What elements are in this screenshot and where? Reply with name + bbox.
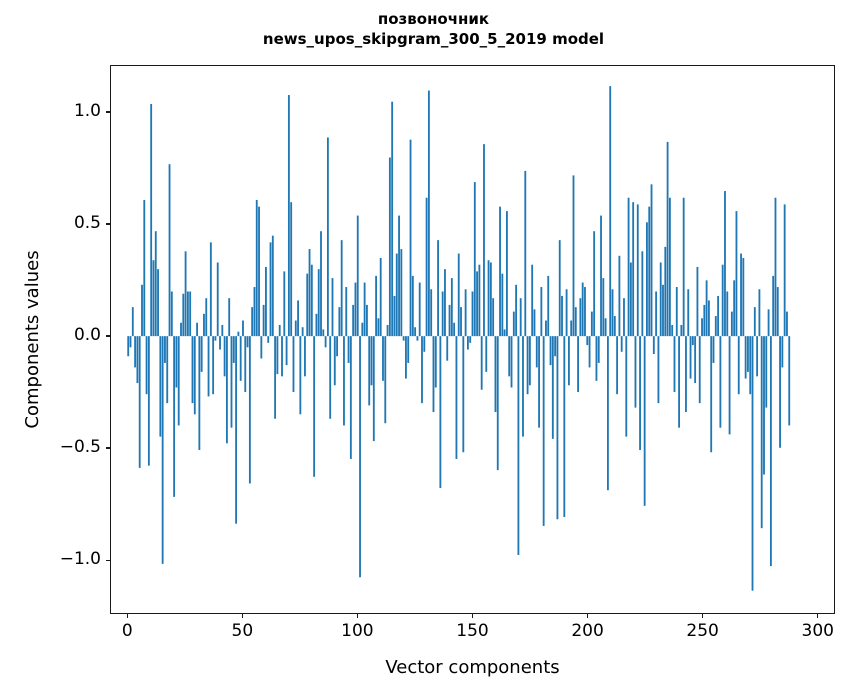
x-tick-label: 200 <box>571 621 604 641</box>
x-tick-label: 150 <box>456 621 489 641</box>
y-axis-label: Components values <box>22 250 43 429</box>
y-tick-label: −0.5 <box>59 437 101 458</box>
x-tick-mark <box>356 614 359 618</box>
plot-axes <box>110 65 835 614</box>
x-tick-mark <box>701 614 704 618</box>
y-tick-label: 0.0 <box>73 325 101 346</box>
x-tick-mark <box>471 614 474 618</box>
chart-title: позвоночник news_upos_skipgram_300_5_201… <box>0 10 867 49</box>
x-tick-label: 100 <box>341 621 374 641</box>
y-tick-mark <box>106 447 110 449</box>
x-tick-mark <box>817 614 819 618</box>
chart-title-line2: news_upos_skipgram_300_5_2019 model <box>262 29 605 48</box>
chart-title-line1: позвоночник <box>377 10 490 28</box>
x-tick-mark <box>586 614 589 618</box>
y-tick-label: 1.0 <box>73 101 101 122</box>
x-tick-mark <box>126 614 128 618</box>
x-tick-label: 50 <box>231 621 254 641</box>
x-axis-label: Vector components <box>385 657 560 678</box>
y-tick-label: −1.0 <box>59 549 101 570</box>
y-tick-mark <box>106 111 110 113</box>
bar-series-canvas <box>127 86 791 591</box>
x-tick-label: 300 <box>801 621 834 641</box>
y-tick-mark <box>106 335 110 337</box>
x-tick-label: 250 <box>686 621 719 641</box>
y-tick-label: 0.5 <box>73 213 101 234</box>
y-tick-mark <box>106 223 110 225</box>
y-tick-mark <box>106 559 110 561</box>
x-tick-label: 0 <box>121 621 133 641</box>
x-tick-mark <box>241 614 244 618</box>
